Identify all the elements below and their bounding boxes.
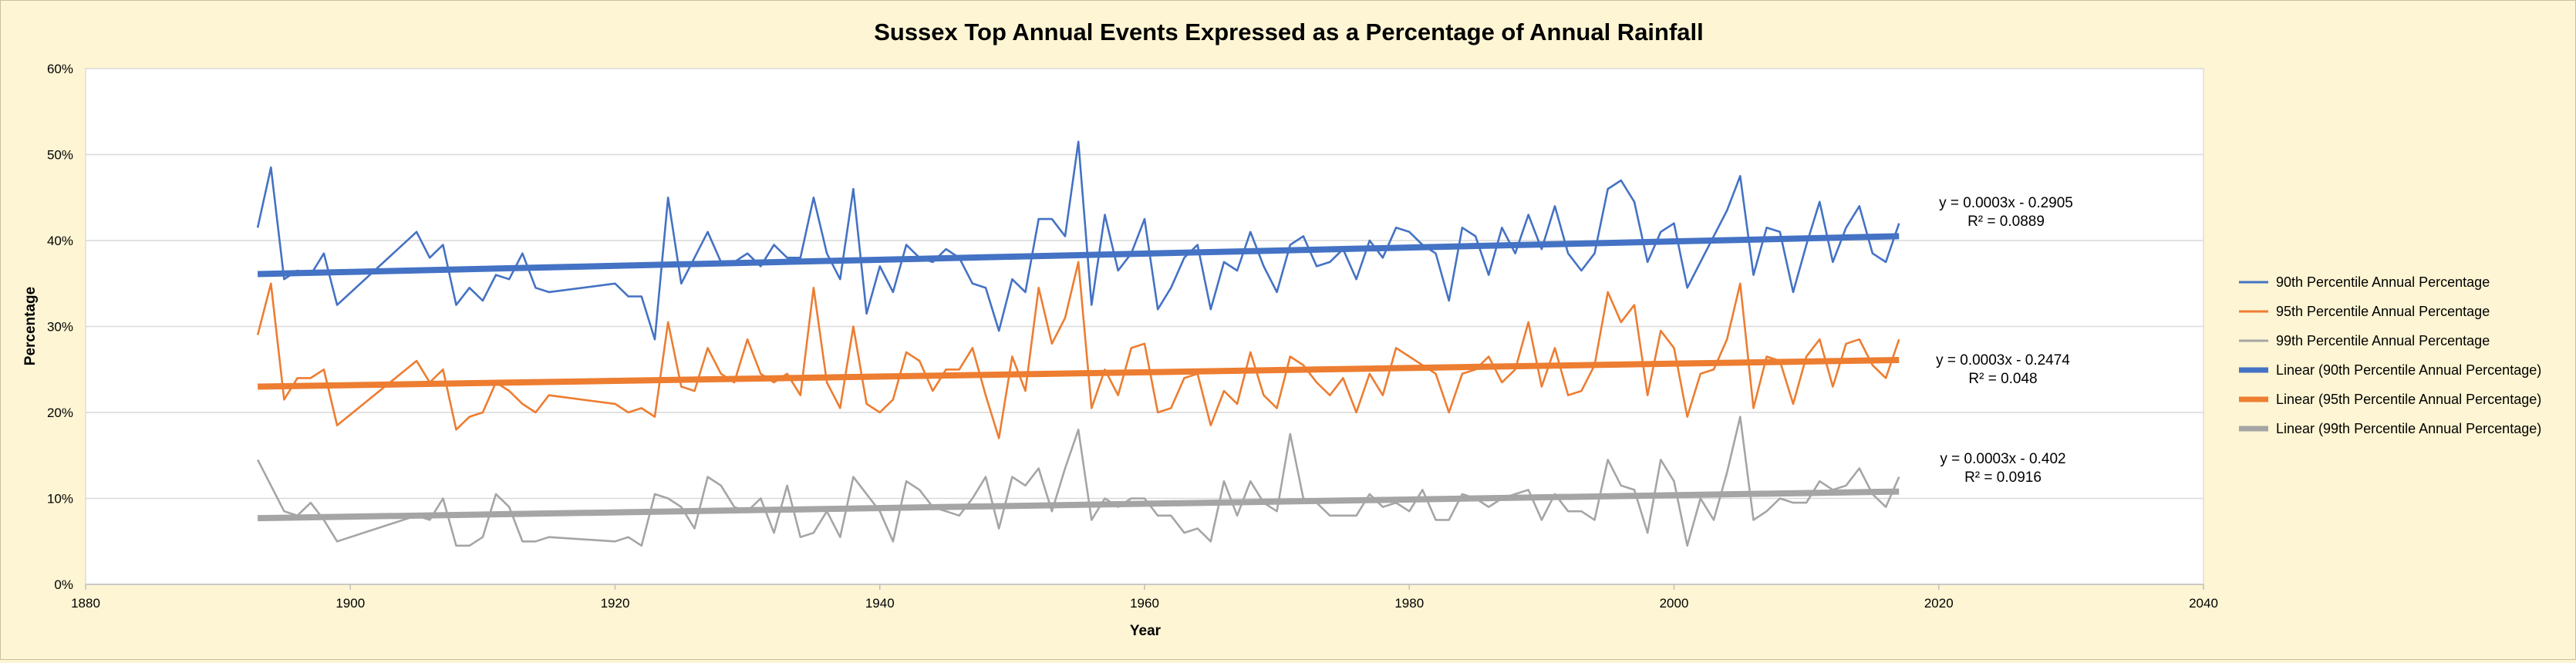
y-axis-ticks: 0% 10% 20% 30% 40% 50% 60% bbox=[47, 62, 73, 592]
series-line-2 bbox=[256, 261, 1900, 439]
x-tick-label: 1980 bbox=[1394, 596, 1424, 611]
x-tick-label: 2020 bbox=[1924, 596, 1954, 611]
legend: 90th Percentile Annual Percentage 95th Pe… bbox=[2239, 274, 2541, 436]
x-axis-ticks: 1880 1900 1920 1940 1960 1980 2000 2020 2040 bbox=[71, 584, 2218, 611]
legend-entry-3: 99th Percentile Annual Percentage bbox=[2276, 333, 2490, 348]
x-tick-label: 1900 bbox=[335, 596, 365, 611]
trendline-layer bbox=[258, 233, 1900, 522]
y-tick-label: 40% bbox=[47, 234, 73, 248]
x-tick-label: 1920 bbox=[601, 596, 630, 611]
trendline-3 bbox=[258, 488, 1900, 522]
y-tick-label: 30% bbox=[47, 320, 73, 335]
y-tick-label: 10% bbox=[47, 492, 73, 507]
legend-entry-5: Linear (95th Percentile Annual Percentag… bbox=[2276, 392, 2541, 407]
y-axis-label: Percentage bbox=[22, 287, 39, 365]
y-tick-label: 0% bbox=[54, 577, 73, 592]
legend-entry-6: Linear (99th Percentile Annual Percentag… bbox=[2276, 421, 2541, 436]
trendline-r2: R² = 0.0916 bbox=[1964, 469, 2042, 486]
trendline-equation: y = 0.0003x - 0.2474 bbox=[1936, 352, 2070, 369]
series-line-3 bbox=[256, 416, 1900, 547]
legend-entry-2: 95th Percentile Annual Percentage bbox=[2276, 304, 2490, 319]
trendline-equation: y = 0.0003x - 0.402 bbox=[1940, 451, 2065, 467]
x-tick-label: 1960 bbox=[1130, 596, 1159, 611]
trendline-1 bbox=[258, 233, 1900, 278]
trendline-equations: y = 0.0003x - 0.2905 R² = 0.0889 y = 0.000… bbox=[1936, 195, 2073, 486]
trendline-r2: R² = 0.048 bbox=[1968, 371, 2037, 387]
x-tick-label: 2000 bbox=[1660, 596, 1689, 611]
x-tick-label: 1880 bbox=[71, 596, 100, 611]
trendline-r2: R² = 0.0889 bbox=[1967, 214, 2045, 230]
y-tick-label: 20% bbox=[47, 406, 73, 420]
x-axis-label: Year bbox=[1130, 623, 1162, 639]
x-tick-label: 1940 bbox=[865, 596, 895, 611]
trendline-equation: y = 0.0003x - 0.2905 bbox=[1939, 195, 2073, 211]
y-tick-label: 60% bbox=[47, 62, 73, 76]
legend-entry-4: Linear (90th Percentile Annual Percentag… bbox=[2276, 362, 2541, 378]
trendline-2 bbox=[258, 356, 1900, 390]
legend-entry-1: 90th Percentile Annual Percentage bbox=[2276, 274, 2490, 290]
chart-title: Sussex Top Annual Events Expressed as a … bbox=[874, 19, 1704, 45]
x-tick-label: 2040 bbox=[2189, 596, 2218, 611]
y-tick-label: 50% bbox=[47, 148, 73, 163]
